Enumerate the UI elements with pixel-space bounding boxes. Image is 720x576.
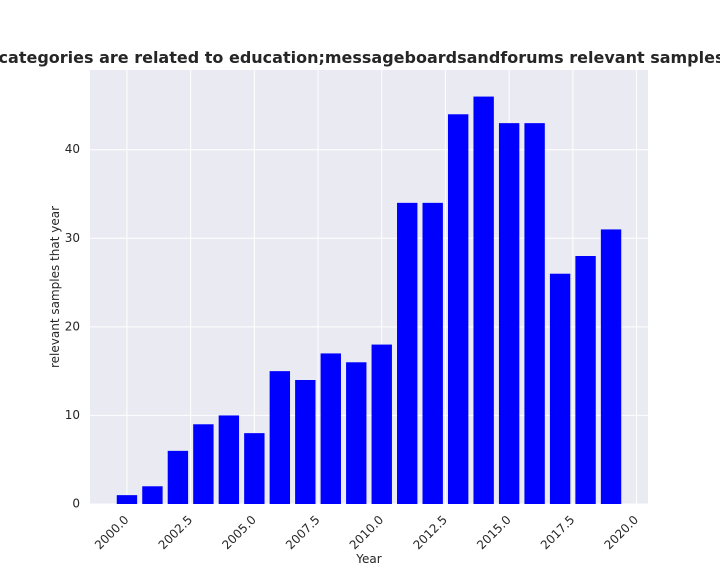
bar-2011	[397, 202, 418, 504]
bar-2008	[320, 353, 341, 504]
x-tick-label: 2017.5	[538, 513, 578, 553]
x-tick-label: 2007.5	[283, 513, 323, 553]
bar-2013	[447, 114, 469, 505]
y-axis-label: relevant samples that year	[48, 206, 62, 368]
x-tick-label: 2020.0	[602, 513, 642, 553]
bar-2000	[116, 495, 138, 504]
bar-2018	[575, 256, 596, 504]
bar-2014	[473, 96, 494, 505]
y-tick-label: 10	[65, 408, 80, 422]
bar-2015	[498, 123, 520, 505]
bar-2009	[346, 362, 367, 504]
bar-2017	[549, 273, 571, 504]
bar-2016	[524, 123, 545, 505]
bar-2007	[295, 380, 316, 504]
y-tick-label: 0	[72, 497, 80, 511]
bar-2001	[142, 486, 163, 504]
bar-2004	[218, 415, 240, 504]
bar-2005	[244, 433, 265, 504]
x-tick-label: 2012.5	[410, 513, 450, 553]
y-tick-label: 30	[65, 231, 80, 245]
bar-2010	[371, 344, 392, 504]
chart-title: Number of samples where categories are r…	[0, 48, 720, 67]
x-tick-label: 2005.0	[219, 513, 259, 553]
bars	[116, 96, 622, 505]
x-tick-label: 2000.0	[92, 513, 132, 553]
bar-2012	[422, 202, 443, 504]
y-tick-label: 20	[65, 319, 80, 333]
x-tick-label: 2002.5	[156, 513, 196, 553]
bar-2019	[600, 229, 622, 504]
bar-2006	[269, 371, 291, 504]
bar-2002	[167, 450, 189, 504]
x-tick-label: 2015.0	[474, 513, 514, 553]
bar-2003	[193, 424, 214, 504]
y-tick-label: 40	[65, 142, 80, 156]
x-tick-label: 2010.0	[347, 513, 387, 553]
x-axis-label: Year	[355, 552, 381, 566]
